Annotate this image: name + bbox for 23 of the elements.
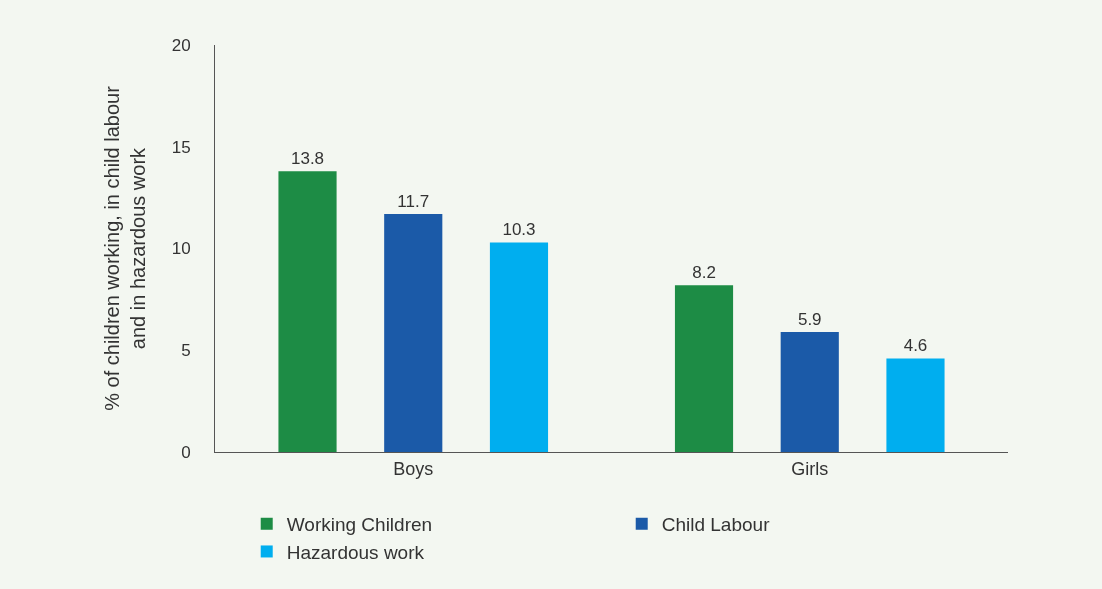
bar (278, 171, 337, 452)
data-label: 5.9 (797, 309, 822, 329)
y-tick-label: 5 (181, 341, 191, 361)
y-tick-label: 20 (171, 35, 191, 55)
data-label: 13.8 (290, 149, 325, 169)
bar (489, 242, 549, 452)
x-tick-label: Girls (791, 458, 829, 479)
y-axis-title: % of children working, in child labour and in hazardous work (101, 85, 150, 411)
y-tick-label: 15 (171, 137, 191, 157)
bar (384, 213, 443, 452)
legend-label: Working Children (286, 514, 433, 536)
y-tick-label: 0 (181, 442, 191, 462)
legend-label: Child Labour (661, 514, 771, 536)
bar (780, 331, 839, 452)
data-label: 4.6 (903, 336, 928, 356)
data-label: 8.2 (692, 263, 716, 283)
bar (674, 285, 734, 452)
x-tick-label: Boys (393, 458, 434, 479)
data-label: 11.7 (397, 191, 430, 211)
legend-label: Hazardous work (286, 541, 425, 563)
y-tick-label: 10 (171, 239, 191, 259)
data-label: 10.3 (502, 220, 536, 240)
bar (886, 358, 945, 452)
